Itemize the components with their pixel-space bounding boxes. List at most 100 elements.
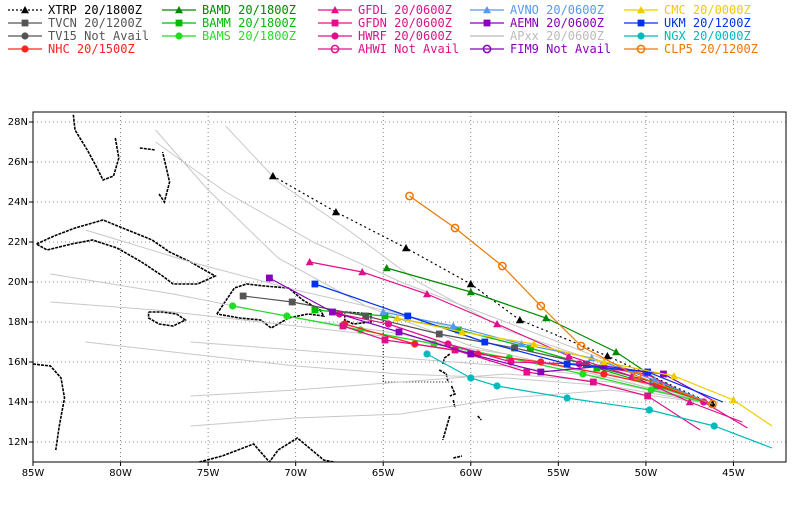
track-point [450,223,460,233]
track-point [536,301,546,311]
y-tick-label: 16N [8,357,28,368]
legend-label: TV15 Not Avail [48,29,149,43]
track-point [382,264,391,272]
coastline [438,369,449,383]
track-line [409,195,713,405]
track-point [599,358,608,366]
model-track [423,350,773,449]
coastline [158,151,171,204]
track-point [511,344,518,352]
legend-label: NGX 20/0000Z [664,29,751,43]
coastline [36,219,217,285]
legend-marker [483,19,491,27]
track-point [405,191,414,201]
legend-marker [331,32,339,40]
track-point [647,386,655,394]
legend-label: HWRF 20/0600Z [358,29,452,43]
track-point [600,370,608,378]
legend-entry: GFDN 20/0600Z [318,16,452,30]
track-point [467,374,475,382]
legend-label: GFDL 20/0600Z [358,3,452,17]
track-point [563,360,571,368]
legend-entry: FIM9 Not Avail [470,42,611,56]
coastline [449,385,457,397]
track-point [632,371,642,381]
legend-entry: TVCN 20/1200Z [8,16,142,30]
model-track [393,314,773,427]
track-point [645,406,654,414]
legend-entry: HWRF 20/0600Z [318,29,452,43]
legend-label: CMC 20/0000Z [664,3,751,17]
coastline [33,363,66,451]
track-line [314,283,724,403]
track-point [311,280,319,288]
legend: XTRP 20/1800Z TVCN 20/1200Z TV15 Not Avail… [0,0,804,62]
track-point [358,268,367,276]
legend-marker [21,45,29,53]
legend-entry: APxx 20/0600Z [470,29,604,43]
track-point [466,280,475,288]
track-point [393,314,402,322]
legend-entry: CMC 20/0000Z [624,3,751,17]
legend-entry: AEMN 20/0600Z [470,16,604,30]
track-point [710,422,718,430]
track-point [458,328,467,336]
legend-marker [21,19,29,27]
legend-marker [331,19,339,27]
legend-marker [637,32,645,40]
track-point [537,368,545,376]
track-point [669,372,678,380]
track-point [593,364,601,372]
track-point [239,292,247,300]
track-point [517,340,526,348]
track-point [579,370,587,378]
track-point [467,350,475,358]
model-track [382,264,713,405]
track-point [283,312,291,320]
model-track [379,308,713,405]
legend-label: BAMD 20/1800Z [202,3,296,17]
legend-marker [636,44,646,54]
coastline [72,113,120,182]
ensemble-track [190,373,713,405]
track-point [268,172,277,180]
legend-label: AEMN 20/0600Z [510,16,604,30]
x-tick-label: 65W [372,468,395,479]
track-point [395,328,403,336]
y-tick-label: 14N [8,397,28,408]
track-point [466,288,475,296]
coastline [199,437,338,462]
legend-label: CLP5 20/1200Z [664,42,758,56]
track-point [229,302,237,310]
legend-marker [175,19,183,27]
legend-label: APxx 20/0600Z [510,29,604,43]
x-tick-label: 80W [109,468,132,479]
legend-entry: TV15 Not Avail [8,29,149,43]
track-point [401,244,410,252]
y-tick-label: 22N [8,237,28,248]
legend-entry: BAMS 20/1800Z [162,29,296,43]
track-point [339,322,347,330]
legend-marker [330,44,340,54]
track-point [708,399,717,409]
y-tick-label: 18N [8,317,28,328]
track-point [381,312,389,320]
coastline [139,147,156,151]
legend-entry: AVNO 20/0600Z [470,3,604,17]
track-point [331,208,340,216]
ensemble-track [190,389,713,427]
track-point [582,360,590,368]
track-point [529,340,538,348]
legend-marker [175,6,183,14]
track-point [526,344,534,352]
coastline [442,415,451,441]
legend-entry: XTRP 20/1800Z [8,3,142,17]
track-point [497,261,507,271]
model-track [405,191,717,409]
plot-layer [33,112,786,462]
legend-label: UKM 20/1200Z [664,16,751,30]
plot-border [32,111,787,463]
track-line [386,267,713,405]
y-tick-label: 20N [8,277,28,288]
